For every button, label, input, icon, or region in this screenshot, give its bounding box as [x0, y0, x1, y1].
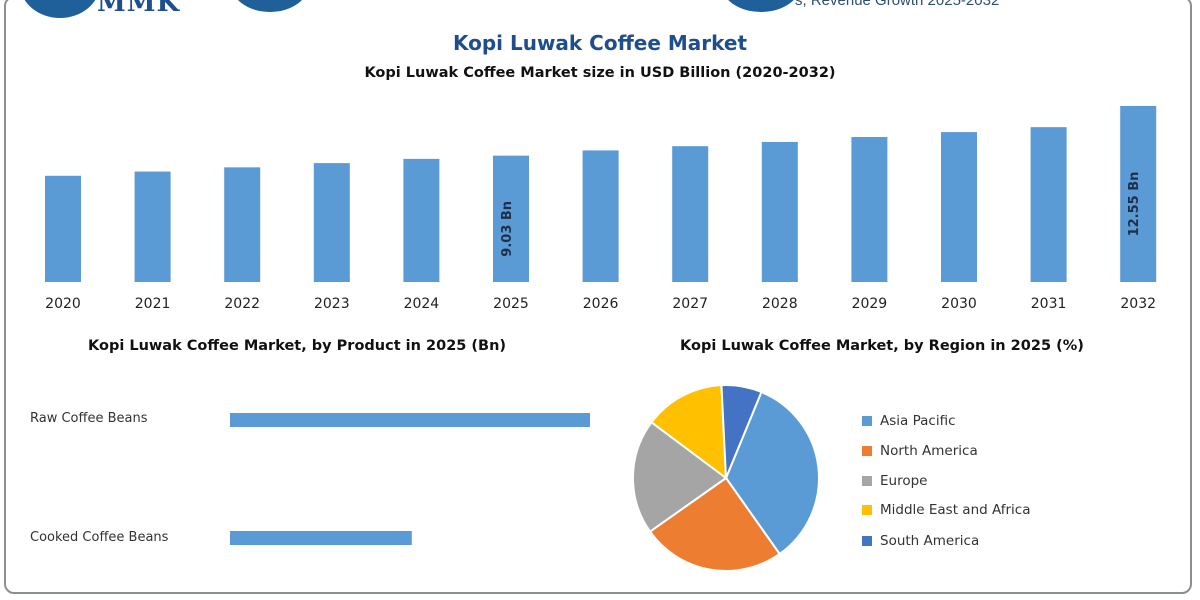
legend-item-middle-east-africa: Middle East and Africa: [862, 500, 1031, 520]
product-section-title: Kopi Luwak Coffee Market, by Product in …: [88, 338, 507, 354]
product-horizontal-bar-chart: [230, 413, 590, 545]
bar-2027: [672, 146, 709, 282]
legend-label: Europe: [880, 473, 928, 489]
legend-item-asia-pacific: Asia Pacific: [862, 411, 956, 431]
bar-2023: [313, 163, 350, 282]
bar-data-label: 9.03 Bn: [500, 201, 515, 257]
legend-swatch: [862, 476, 872, 486]
bar-2031: [1030, 127, 1067, 283]
bar-2026: [582, 150, 619, 282]
hbar-cooked-coffee-beans: [230, 531, 412, 545]
x-tick-label: 2030: [941, 296, 977, 312]
legend-label: Middle East and Africa: [880, 502, 1031, 518]
legend-label: Asia Pacific: [880, 413, 956, 429]
x-tick-label: 2020: [45, 296, 81, 312]
bar-2029: [851, 137, 888, 282]
bar-2024: [403, 158, 440, 282]
chart-subtitle: Kopi Luwak Coffee Market size in USD Bil…: [364, 65, 836, 81]
pie-slice-asia-pacific: [724, 390, 820, 556]
legend-label: South America: [880, 533, 980, 549]
legend-swatch: [862, 505, 872, 515]
legend-item-south-america: South America: [862, 531, 979, 551]
legend-label: North America: [880, 443, 978, 459]
x-tick-label: 2022: [224, 296, 260, 312]
bar-2025: [493, 155, 529, 282]
legend-swatch: [862, 416, 872, 426]
legend-item-north-america: North America: [862, 441, 978, 461]
bar-2020: [45, 175, 81, 282]
legend-item-europe: Europe: [862, 471, 927, 491]
pie-slice-north-america: [648, 476, 782, 572]
bar-2028: [761, 141, 798, 282]
x-tick-label: 2025: [493, 296, 529, 312]
brand-logo-text: MMK: [97, 0, 181, 18]
bar-2030: [941, 132, 977, 282]
bar-2032: [1120, 106, 1157, 282]
x-tick-label: 2023: [314, 296, 350, 312]
product-label-cooked: Cooked Coffee Beans: [30, 530, 169, 545]
pie-slice-south-america: [720, 384, 763, 479]
x-tick-label: 2026: [583, 296, 619, 312]
x-tick-label: 2032: [1120, 296, 1156, 312]
x-tick-label: 2027: [672, 296, 708, 312]
header-cropped-text: s, Revenue Growth 2025-2032: [795, 0, 1000, 9]
bar-data-label: 12.55 Bn: [1127, 172, 1142, 237]
x-tick-label: 2024: [404, 296, 440, 312]
x-tick-label: 2031: [1031, 296, 1067, 312]
legend-swatch: [862, 446, 872, 456]
region-section-title: Kopi Luwak Coffee Market, by Region in 2…: [680, 338, 1084, 354]
legend-swatch: [862, 536, 872, 546]
x-tick-label: 2028: [762, 296, 798, 312]
pie-slice-europe: [632, 420, 728, 534]
page-title: Kopi Luwak Coffee Market: [452, 31, 748, 55]
bar-2021: [134, 171, 171, 282]
infographic-frame: [4, 0, 1192, 594]
annual-market-size-bar-chart: 2020 2021 2022 2023 2024 2025 9.03 Bn 2026 2027 2…: [45, 106, 1157, 312]
bar-2022: [224, 167, 261, 282]
product-label-raw: Raw Coffee Beans: [30, 411, 148, 426]
hbar-raw-coffee-beans: [230, 413, 590, 427]
x-tick-label: 2029: [852, 296, 888, 312]
x-tick-label: 2021: [135, 296, 171, 312]
pie-slice-middle-east-and-africa: [650, 384, 728, 481]
